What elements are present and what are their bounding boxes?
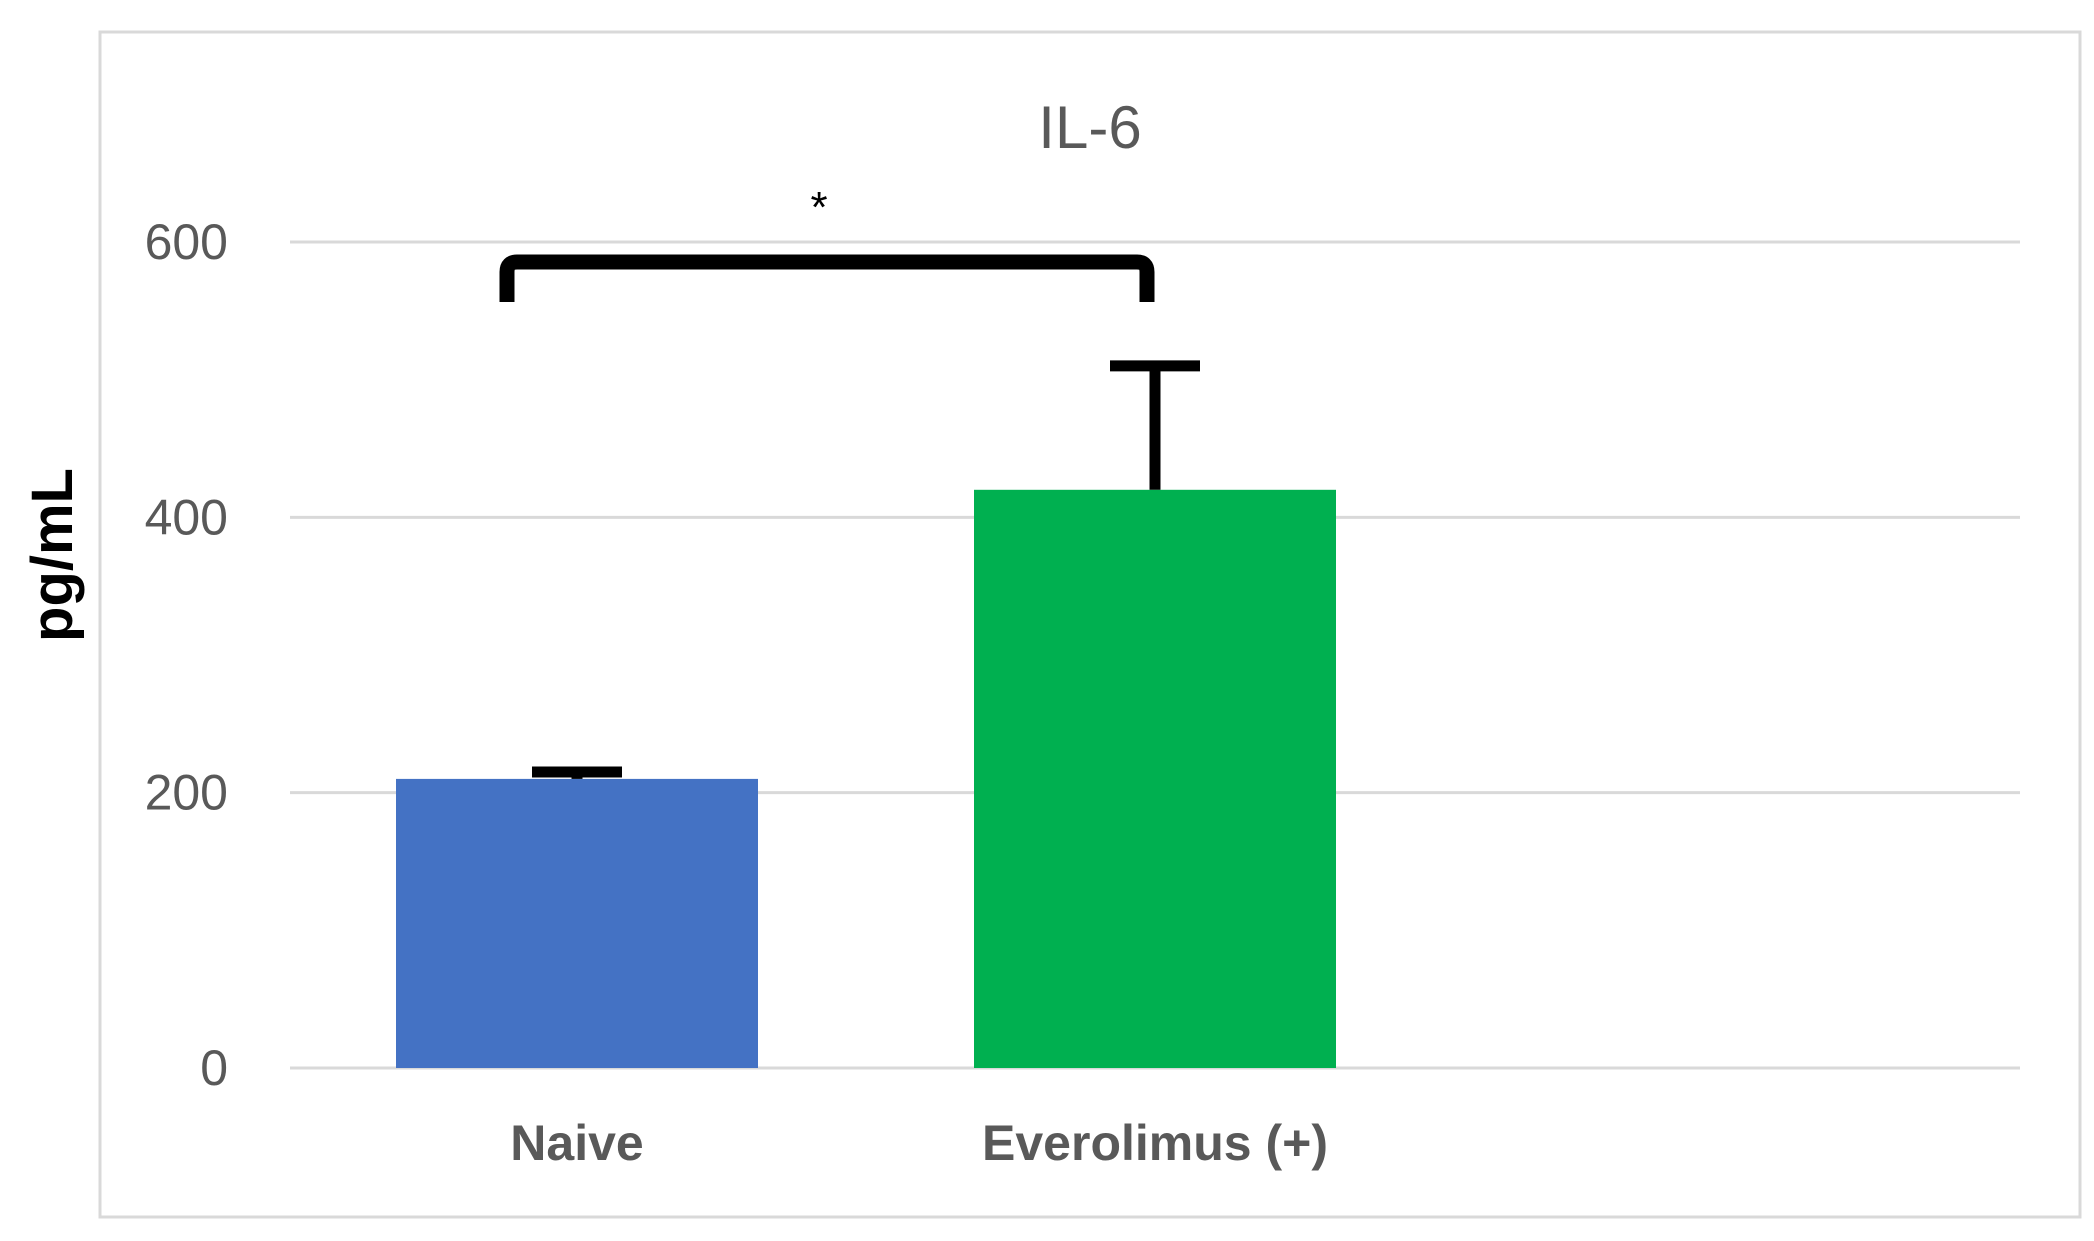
- y-axis-label: pg/mL: [20, 468, 85, 642]
- error-bars: [532, 360, 1200, 779]
- significance-star: *: [810, 183, 827, 232]
- bar: [974, 489, 1336, 1068]
- bar: [396, 778, 758, 1068]
- y-tick-labels: 0 200 400 600: [145, 214, 228, 1096]
- bars: [396, 489, 1336, 1068]
- x-tick-label: Everolimus (+): [982, 1115, 1328, 1171]
- y-tick-label: 0: [200, 1040, 228, 1096]
- y-tick-label: 200: [145, 765, 228, 821]
- y-tick-label: 600: [145, 214, 228, 270]
- x-tick-label: Naive: [510, 1115, 643, 1171]
- significance-bracket: [499, 254, 1155, 302]
- significance-bracket-group: *: [499, 183, 1155, 302]
- x-tick-labels: Naive Everolimus (+): [510, 1115, 1328, 1171]
- y-tick-label: 400: [145, 489, 228, 545]
- chart-title: IL-6: [1038, 94, 1141, 161]
